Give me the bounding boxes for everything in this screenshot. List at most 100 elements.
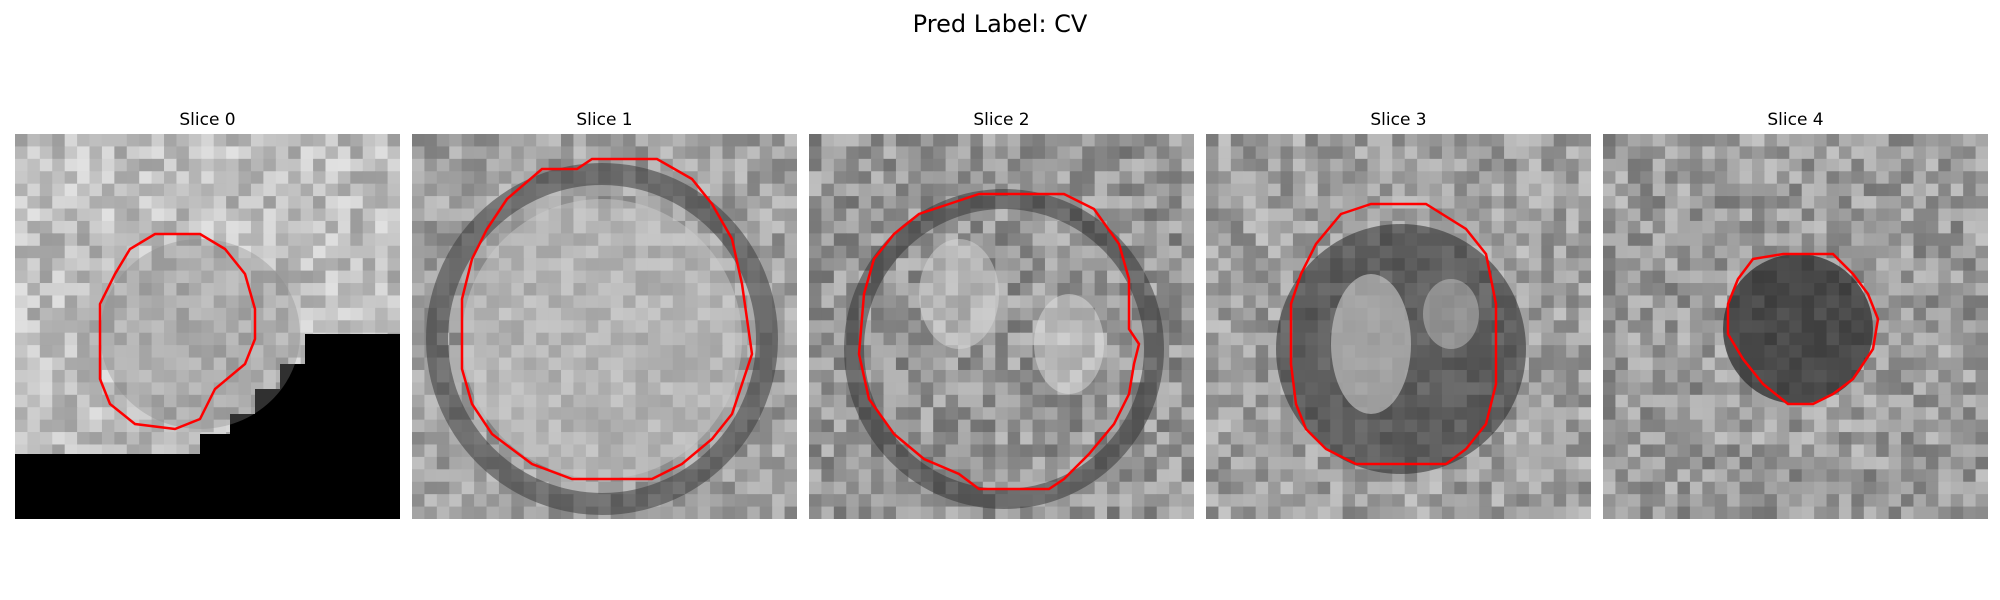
pixel xyxy=(151,196,165,210)
pixel xyxy=(201,258,215,272)
pixel xyxy=(1702,357,1716,371)
pixel xyxy=(1566,357,1580,371)
pixel xyxy=(1454,469,1468,483)
pixel xyxy=(1603,419,1617,433)
pixel xyxy=(474,134,488,148)
pixel xyxy=(15,357,29,371)
pixel xyxy=(151,158,165,172)
pixel xyxy=(486,407,500,421)
pixel xyxy=(1627,233,1641,247)
pixel xyxy=(1677,220,1691,234)
pixel xyxy=(647,394,661,408)
pixel xyxy=(1727,456,1741,470)
pixel xyxy=(846,419,860,433)
pixel xyxy=(1541,456,1555,470)
pixel xyxy=(27,332,41,346)
pixel xyxy=(772,382,786,396)
pixel xyxy=(498,270,512,284)
pixel xyxy=(536,220,550,234)
pixel xyxy=(1032,394,1046,408)
pixel xyxy=(1504,506,1518,519)
pixel xyxy=(1206,196,1220,210)
pixel xyxy=(1057,295,1071,309)
pixel xyxy=(64,382,78,396)
pixel xyxy=(64,419,78,433)
pixel xyxy=(970,245,984,259)
pixel xyxy=(201,245,215,259)
pixel xyxy=(1901,432,1915,446)
pixel xyxy=(573,245,587,259)
pixel xyxy=(1963,183,1977,197)
pixel xyxy=(1280,183,1294,197)
pixel xyxy=(1739,394,1753,408)
pixel xyxy=(759,233,773,247)
pixel xyxy=(1814,196,1828,210)
pixel xyxy=(1727,469,1741,483)
pixel xyxy=(1689,171,1703,185)
pixel xyxy=(288,258,302,272)
pixel xyxy=(213,208,227,222)
pixel xyxy=(945,295,959,309)
pixel xyxy=(1181,382,1194,396)
pixel xyxy=(1292,245,1306,259)
pixel xyxy=(1950,233,1964,247)
pixel xyxy=(375,146,389,160)
pixel xyxy=(895,270,909,284)
pixel xyxy=(1901,258,1915,272)
pixel xyxy=(982,469,996,483)
pixel xyxy=(1218,394,1232,408)
pixel xyxy=(188,369,202,383)
pixel xyxy=(362,220,376,234)
pixel xyxy=(846,469,860,483)
pixel xyxy=(1863,171,1877,185)
pixel xyxy=(623,245,637,259)
pixel xyxy=(945,456,959,470)
pixel xyxy=(1044,456,1058,470)
pixel xyxy=(511,357,525,371)
pixel xyxy=(1566,270,1580,284)
pixel xyxy=(27,419,41,433)
pixel xyxy=(1652,444,1666,458)
pixel xyxy=(1950,320,1964,334)
pixel xyxy=(1218,208,1232,222)
pixel xyxy=(1243,481,1257,495)
pixel xyxy=(982,134,996,148)
pixel xyxy=(821,220,835,234)
pixel xyxy=(1553,332,1567,346)
pixel xyxy=(598,220,612,234)
pixel xyxy=(1553,258,1567,272)
pixel xyxy=(858,494,872,508)
pixel xyxy=(213,183,227,197)
pixel xyxy=(1317,171,1331,185)
pixel xyxy=(436,146,450,160)
pixel xyxy=(387,245,400,259)
pixel xyxy=(623,295,637,309)
pixel xyxy=(610,332,624,346)
pixel xyxy=(1243,469,1257,483)
pixel xyxy=(1218,469,1232,483)
pixel xyxy=(176,233,190,247)
pixel xyxy=(1206,270,1220,284)
pixel xyxy=(1479,158,1493,172)
pixel xyxy=(1553,456,1567,470)
pixel xyxy=(1206,456,1220,470)
pixel xyxy=(1218,506,1232,519)
pixel xyxy=(895,320,909,334)
pixel xyxy=(623,270,637,284)
pixel xyxy=(1516,481,1530,495)
pixel xyxy=(1975,146,1988,160)
pixel xyxy=(672,369,686,383)
pixel xyxy=(1069,394,1083,408)
pixel xyxy=(1901,506,1915,519)
pixel xyxy=(647,245,661,259)
pixel xyxy=(1044,506,1058,519)
pixel xyxy=(1677,233,1691,247)
pixel xyxy=(1057,506,1071,519)
pixel xyxy=(833,245,847,259)
pixel xyxy=(1169,245,1183,259)
pixel xyxy=(1714,432,1728,446)
pixel xyxy=(424,196,438,210)
pixel xyxy=(995,345,1009,359)
pixel xyxy=(1938,320,1952,334)
pixel xyxy=(982,270,996,284)
